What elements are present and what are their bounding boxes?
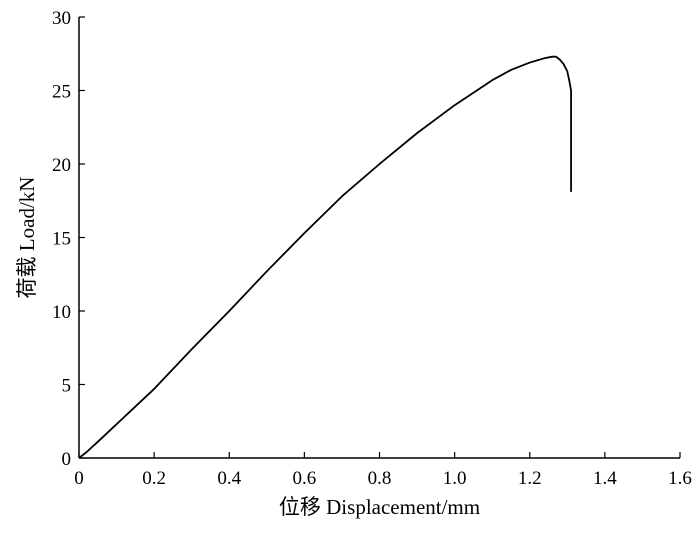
- y-axis-label: 荷载 Load/kN: [15, 177, 39, 299]
- axis-labels: 位移 Displacement/mm 荷载 Load/kN: [15, 177, 480, 519]
- y-tick-label: 15: [52, 229, 71, 250]
- x-tick-label: 0.2: [142, 468, 166, 489]
- y-tick-label: 0: [62, 449, 72, 470]
- x-tick-label: 1.4: [593, 468, 617, 489]
- y-tick-label: 25: [52, 82, 71, 103]
- x-tick-label: 1.2: [518, 468, 542, 489]
- x-tick-label: 0.4: [217, 468, 241, 489]
- y-tick-label: 10: [52, 302, 71, 323]
- y-tick-label: 20: [52, 155, 71, 176]
- x-tick-label: 0.8: [368, 468, 392, 489]
- ticks: 0 0.2 0.4 0.6 0.8 1.0 1.2 1.4 1.6 0 5 10 15 20 25 30: [52, 8, 692, 489]
- x-tick-label: 1.6: [668, 468, 692, 489]
- series: [78, 55, 572, 459]
- x-tick-label: 0: [74, 468, 84, 489]
- x-axis-label: 位移 Displacement/mm: [279, 495, 480, 519]
- x-tick-label: 0.6: [293, 468, 317, 489]
- axes: [78, 17, 680, 459]
- x-tick-label: 1.0: [443, 468, 467, 489]
- y-tick-label: 5: [62, 376, 72, 397]
- load-displacement-curve: [78, 55, 572, 459]
- y-tick-label: 30: [52, 8, 71, 29]
